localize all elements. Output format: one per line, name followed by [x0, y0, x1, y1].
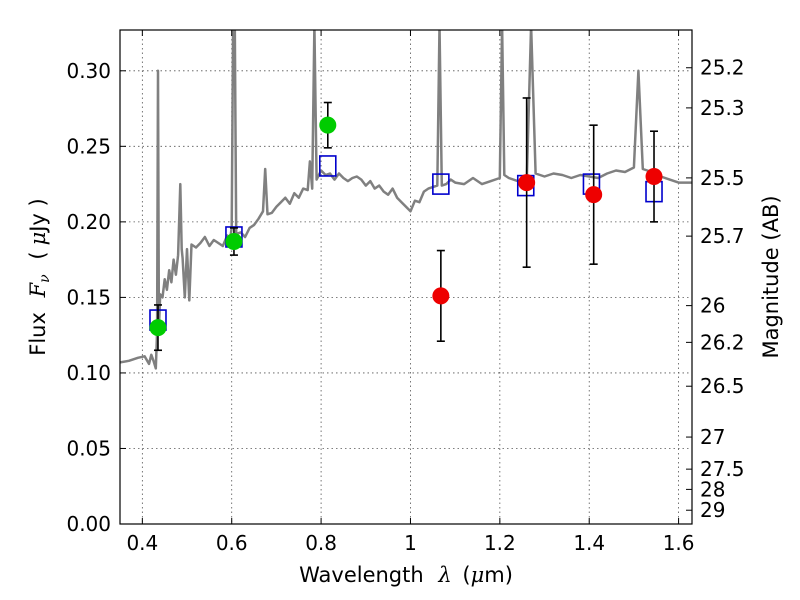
x-axis-label-mu: μ [471, 563, 485, 587]
y-tick-label: 0.25 [66, 134, 111, 158]
y-tick-label: 0.05 [66, 436, 111, 460]
y-axis-label: Flux Fν ( μJy ) [26, 198, 54, 355]
model-photometry-square [318, 155, 337, 177]
y-axis-label-unit: Jy ) [26, 198, 50, 234]
x-tick-label: 0.6 [216, 531, 248, 555]
x-axis-label-unit: m) [484, 563, 513, 587]
magnitude-tick-label: 27 [700, 425, 725, 449]
x-tick-label: 0.4 [126, 531, 158, 555]
x-axis-label-open-paren: ( [462, 563, 470, 587]
magnitude-tick-label: 25.7 [700, 224, 745, 248]
magnitude-tick-label: 26.2 [700, 330, 745, 354]
y-tick-label: 0.30 [66, 59, 111, 83]
magnitude-tick-label: 27.5 [700, 457, 745, 481]
y-tick-label: 0.00 [66, 512, 111, 536]
y-axis-label-subscript: ν [37, 274, 53, 283]
y-axis-label-symbol: F [26, 281, 50, 298]
infrared-photometry-point [585, 186, 603, 204]
x-tick-label: 0.8 [305, 531, 337, 555]
grid [120, 30, 692, 525]
x-tick-label: 1.4 [573, 531, 605, 555]
magnitude-tick-label: 29 [700, 498, 725, 522]
magnitude-tick-label: 26.5 [700, 374, 745, 398]
optical-photometry-point [225, 232, 243, 250]
model-spectrum-line [120, 30, 692, 370]
x-tick-label: 1.2 [484, 531, 516, 555]
infrared-photometry-point [645, 168, 663, 186]
optical-photometry-point [319, 116, 337, 134]
y-tick-label: 0.10 [66, 361, 111, 385]
infrared-photometry-point [432, 287, 450, 305]
magnitude-tick-label: 28 [700, 477, 725, 501]
magnitude-tick-label: 25.2 [700, 56, 745, 80]
magnitude-axis-label: Magnitude (AB) [759, 195, 783, 358]
axis-ticks: 0.4 0.6 0.8 1 1.2 1.4 1.6 0.00 0.05 0.10 0.15 0.20 0… [66, 30, 745, 555]
x-axis-label-symbol: λ [437, 563, 451, 587]
magnitude-tick-label: 26 [700, 294, 725, 318]
model-photometry-square [432, 173, 450, 195]
y-tick-label: 0.20 [66, 210, 111, 234]
magnitude-tick-label: 25.3 [700, 96, 745, 120]
x-axis-label: Wavelength λ (μm) [299, 563, 513, 587]
y-axis-label-open-paren: ( [26, 251, 50, 259]
y-tick-label: 0.15 [66, 285, 111, 309]
y-axis-label-mu: μ [26, 232, 50, 246]
y-axis-label-prefix: Flux [26, 312, 50, 356]
optical-photometry-point [149, 319, 167, 337]
plot-frame [119, 29, 693, 525]
x-tick-label: 1 [404, 531, 417, 555]
infrared-photometry-point [518, 174, 536, 192]
photometry-layer [149, 97, 663, 352]
x-axis-label-prefix: Wavelength [299, 563, 424, 587]
magnitude-tick-label: 25.5 [700, 166, 745, 190]
x-tick-label: 1.6 [663, 531, 695, 555]
model-spectrum-layer [120, 30, 692, 370]
